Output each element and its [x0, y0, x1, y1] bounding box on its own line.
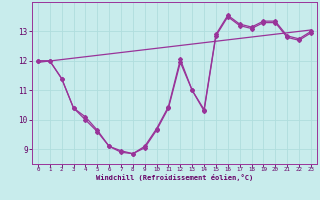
X-axis label: Windchill (Refroidissement éolien,°C): Windchill (Refroidissement éolien,°C) [96, 174, 253, 181]
